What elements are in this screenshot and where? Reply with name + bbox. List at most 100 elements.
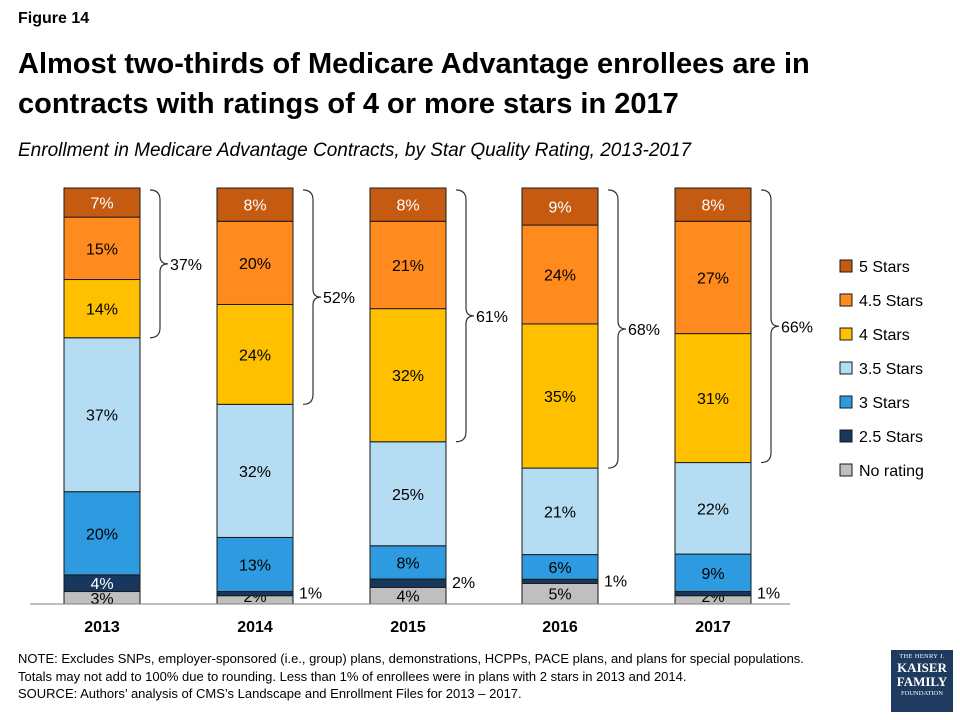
bar-segment-3-stars-2015: [369, 545, 447, 580]
legend-swatch-4-5-stars: [839, 293, 853, 307]
data-label: 8%: [701, 198, 724, 215]
logo-line-2: KAISER: [897, 660, 947, 675]
note-text-2: Totals may not add to 100% due to roundi…: [18, 668, 687, 684]
chart-title: Almost two-thirds of Medicare Advantage …: [18, 48, 810, 120]
legend-label-4-stars: 4 Stars: [859, 327, 910, 344]
bar-segment-5-stars-2013: [63, 187, 141, 218]
chart-subtitle: Enrollment in Medicare Advantage Contrac…: [18, 140, 692, 161]
data-label: 1%: [299, 586, 322, 603]
bar-segment-3-stars-2014: [216, 536, 294, 593]
bar-segment-3-stars-2017: [674, 553, 752, 593]
bracket-2015: [455, 189, 475, 443]
data-label: 35%: [544, 389, 576, 406]
data-label: 6%: [548, 560, 571, 577]
bracket-2017: [760, 189, 780, 464]
bar-segment-4-stars-2017: [674, 333, 752, 464]
data-label: 8%: [243, 198, 266, 215]
bar-segment-4-stars-2014: [216, 303, 294, 405]
bar-segment-2-5-stars-2017: [674, 591, 752, 597]
footnotes: NOTE: Excludes SNPs, employer-sponsored …: [18, 650, 888, 703]
data-label: 5%: [548, 587, 571, 604]
data-label: 37%: [86, 408, 118, 425]
bracket-label-2017: 66%: [781, 319, 813, 336]
data-label: 22%: [697, 501, 729, 518]
bar-segment-4-5-stars-2014: [216, 220, 294, 305]
data-label: 7%: [90, 196, 113, 213]
bar-segment-3-5-stars-2016: [521, 467, 599, 556]
legend-label-3-5-stars: 3.5 Stars: [859, 361, 923, 378]
bracket-label-2016: 68%: [628, 322, 660, 339]
data-label: 8%: [396, 198, 419, 215]
bar-segment-3-5-stars-2017: [674, 462, 752, 555]
data-label: 4%: [396, 589, 419, 606]
legend-swatch-no-rating: [839, 463, 853, 477]
bracket-label-2013: 37%: [170, 257, 202, 274]
source-text: SOURCE: Authors’ analysis of CMS’s Lands…: [18, 686, 522, 701]
bracket-2014: [302, 189, 322, 405]
data-label: 4%: [90, 576, 113, 593]
data-label: 9%: [548, 200, 571, 217]
data-label: 8%: [396, 555, 419, 572]
data-label: 24%: [239, 347, 271, 364]
bar-segment-5-stars-2016: [521, 187, 599, 226]
x-tick-label-2014: 2014: [237, 619, 273, 636]
legend-swatch-5-stars: [839, 259, 853, 273]
bar-segment-3-5-stars-2015: [369, 441, 447, 547]
kff-logo: THE HENRY J. KAISER FAMILY FOUNDATION: [891, 650, 953, 712]
data-label: 14%: [86, 302, 118, 319]
bar-segment-2-5-stars-2015: [369, 578, 447, 588]
legend-label-4-5-stars: 4.5 Stars: [859, 293, 923, 310]
data-label: 2%: [452, 575, 475, 592]
legend-label-no-rating: No rating: [859, 463, 924, 480]
data-label: 21%: [392, 258, 424, 275]
data-label: 20%: [239, 256, 271, 273]
logo-line-3: FAMILY: [896, 674, 948, 689]
bar-segment-4-5-stars-2013: [63, 216, 141, 281]
legend-swatch-4-stars: [839, 327, 853, 341]
data-label: 9%: [701, 566, 724, 583]
data-label: 3%: [90, 591, 113, 608]
bar-segment-4-stars-2016: [521, 323, 599, 469]
bar-segment-2-5-stars-2014: [216, 591, 294, 597]
data-label: 32%: [239, 464, 271, 481]
bracket-2016: [607, 189, 627, 469]
bar-segment-4-stars-2015: [369, 308, 447, 443]
bracket-label-2014: 52%: [323, 290, 355, 307]
data-label: 24%: [544, 267, 576, 284]
legend-swatch-3-5-stars: [839, 361, 853, 375]
legend-swatch-3-stars: [839, 395, 853, 409]
x-tick-label-2017: 2017: [695, 619, 731, 636]
data-label: 25%: [392, 487, 424, 504]
note-text: NOTE: Excludes SNPs, employer-sponsored …: [18, 651, 804, 666]
data-label: 1%: [604, 573, 627, 590]
bracket-label-2015: 61%: [476, 309, 508, 326]
bracket-2013: [149, 189, 169, 339]
bar-segment-4-5-stars-2016: [521, 224, 599, 325]
legend-swatch-2-5-stars: [839, 429, 853, 443]
bar-segment-3-stars-2013: [63, 491, 141, 576]
data-label: 1%: [757, 586, 780, 603]
x-tick-label-2013: 2013: [84, 619, 120, 636]
logo-line-4: FOUNDATION: [901, 690, 943, 697]
bar-segment-5-stars-2017: [674, 187, 752, 222]
bar-segment-4-stars-2013: [63, 279, 141, 339]
data-label: 31%: [697, 391, 729, 408]
x-tick-label-2015: 2015: [390, 619, 426, 636]
bar-segment-3-5-stars-2014: [216, 403, 294, 538]
legend-label-2-5-stars: 2.5 Stars: [859, 429, 923, 446]
x-tick-label-2016: 2016: [542, 619, 578, 636]
legend-label-3-stars: 3 Stars: [859, 395, 910, 412]
data-label: 21%: [544, 504, 576, 521]
legend-label-5-stars: 5 Stars: [859, 259, 910, 276]
data-label: 32%: [392, 368, 424, 385]
bar-segment-5-stars-2014: [216, 187, 294, 222]
bar-segment-3-5-stars-2013: [63, 337, 141, 493]
bar-segment-4-5-stars-2015: [369, 220, 447, 310]
figure-label: Figure 14: [18, 10, 90, 27]
data-label: 27%: [697, 270, 729, 287]
data-label: 20%: [86, 526, 118, 543]
bar-segment-5-stars-2015: [369, 187, 447, 222]
data-label: 13%: [239, 557, 271, 574]
logo-line-1: THE HENRY J.: [899, 653, 945, 660]
